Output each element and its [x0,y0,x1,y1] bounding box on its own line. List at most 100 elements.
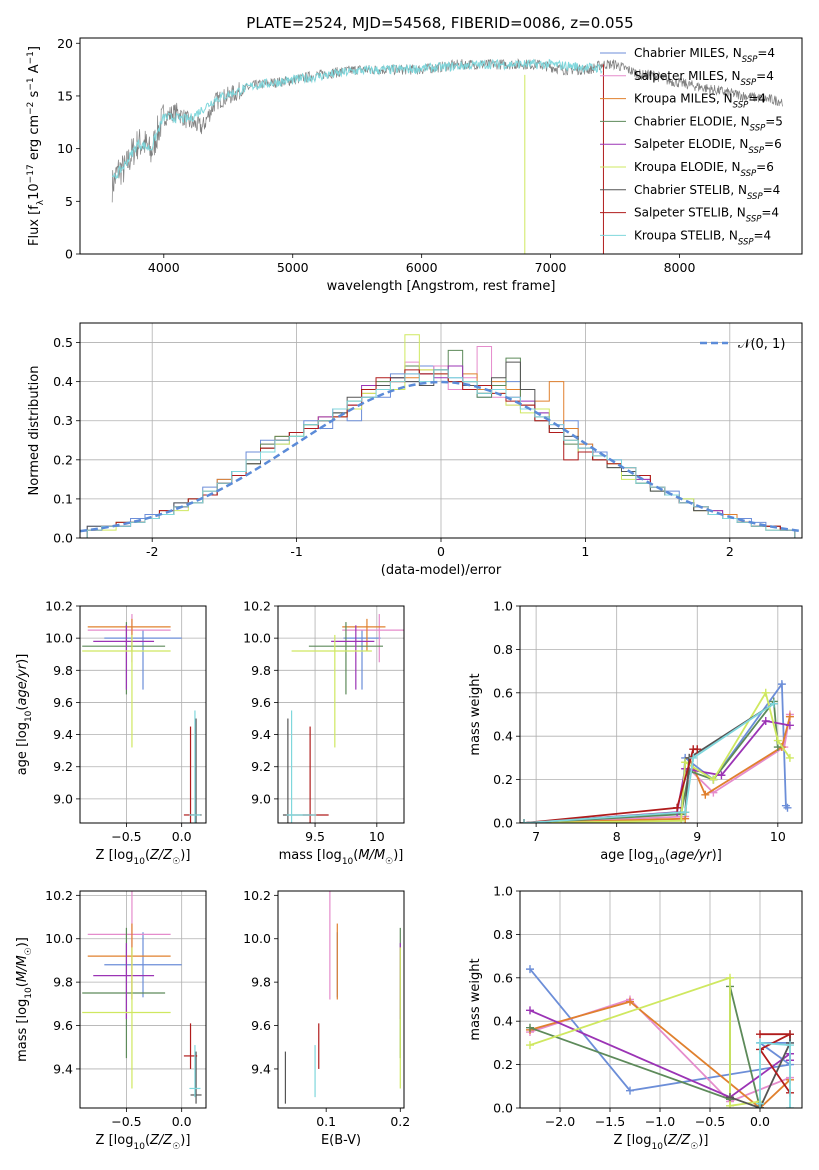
y-axis-label: mass weight [468,673,483,755]
point-marker [526,965,534,974]
legend-label: Kroupa STELIB, NSSP=4 [634,228,771,247]
x-axis-label-part: 10 [653,857,665,867]
y-tick-label: 0.6 [493,685,513,700]
gaussian-line [80,380,802,533]
histogram-step [86,369,796,538]
legend-label-main: Kroupa ELODIE, N [634,160,741,174]
axes-frame [519,605,803,824]
axes-frame [519,890,803,1109]
legend-label-main: Kroupa STELIB, N [634,228,738,242]
legend-label-sub: SSP [733,101,749,111]
x-axis-label: (data-model)/error [381,563,502,578]
y-axis-label-part: )] [15,937,30,947]
series-line [529,1000,791,1108]
chart-age-vs-z: −0.5 0.09.09.29.49.69.810.010.2Z [log10(Z… [15,599,207,867]
y-tick-label: 10.0 [45,931,73,946]
y-tick-label: 10 [57,141,73,156]
y-tick-label: 9.8 [53,663,73,678]
x-tick-label: -2 [146,544,158,559]
x-tick-label: 2 [726,544,734,559]
y-tick-label: 10.2 [243,599,271,614]
y-axis-label-part: −17 [26,164,36,183]
y-tick-label: 10.0 [243,631,271,646]
legend-label-main: Chabrier ELODIE, N [634,114,750,128]
x-axis-label-part: ☉ [690,1142,698,1152]
point-marker [761,688,770,697]
x-tick-label: 6000 [406,260,438,275]
y-axis-label-part: ( [15,706,30,711]
point-marker [693,745,702,754]
x-axis-label-part: )] [698,1133,708,1148]
y-axis-label-part: λ [36,199,46,205]
legend-label-sub: SSP [750,123,766,133]
chart-mass-weight-vs-z: −2.0 −1.5 −1.0 −0.5 0.0 0.0 0.2 0.4 0.6 0.8 1.0 mas… [468,884,803,1152]
y-tick-label: 10.2 [45,888,73,903]
x-axis-label: mass [log10(M/M☉)] [279,848,404,867]
point-marker [726,1101,734,1108]
x-axis-label: Z [log10(Z/Z☉)] [614,1133,709,1152]
y-axis-label-part: A [27,64,42,77]
x-tick-label: 10 [770,829,786,844]
y-axis-label-part: ( [15,982,30,987]
y-axis-label-part: M/M [15,955,30,982]
legend-label-sub: SSP [747,192,763,202]
point-marker [709,775,718,784]
y-tick-label: 10.2 [45,599,73,614]
y-tick-label: 20 [57,36,73,51]
y-tick-label: 0.8 [493,642,513,657]
y-tick-label: 0.1 [53,491,73,506]
y-axis-label-part: age [log [15,722,30,775]
y-axis-label-part: Flux [f [27,205,42,246]
point-marker [756,1038,764,1047]
x-tick-label: 7 [532,829,540,844]
point-marker [689,753,698,762]
figure-title: PLATE=2524, MJD=54568, FIBERID=0086, z=0… [246,14,633,32]
y-tick-label: 9.4 [251,727,271,742]
x-tick-label: 5000 [277,260,309,275]
y-axis-label-part: s [27,90,42,101]
legend-label: Chabrier MILES, NSSP=4 [634,46,775,65]
x-axis-label-part: age/yr [670,848,713,863]
x-axis-label-part: age [log [600,848,653,863]
plot-area [82,891,202,1104]
legend-label-sub: SSP [746,215,762,225]
x-tick-label: 9 [693,829,701,844]
y-tick-label: 9.0 [53,791,73,806]
x-axis-label-part: )] [180,1133,190,1148]
y-axis-label: age [log10(age/yr)] [15,654,34,776]
x-axis-label-part: 10 [651,1142,663,1152]
legend-label-tail: =4 [748,92,766,106]
point-marker [626,1086,634,1095]
y-tick-label: 9.2 [53,759,73,774]
point-marker [786,1041,794,1050]
legend-label: Kroupa MILES, NSSP=4 [634,92,766,111]
x-axis-label: E(B-V) [321,1133,361,1148]
x-tick-label: 10 [369,829,385,844]
legend-label-sub: SSP [738,237,754,247]
point-marker [626,997,634,1006]
x-tick-label: −0.5 [111,1114,141,1129]
x-tick-label: 0.0 [750,1114,770,1129]
point-marker [756,1099,764,1108]
legend-label-tail: =4 [763,183,781,197]
legend-label-main: Kroupa MILES, N [634,92,733,106]
legend-label-sub: SSP [741,169,757,179]
y-tick-label: 9.6 [251,695,271,710]
y-axis-label-part: )] [15,654,30,664]
y-tick-label: 0.0 [493,1101,513,1116]
y-axis-label-part: ☉ [24,947,34,955]
axes-frame [79,37,803,255]
plot-area [111,58,784,254]
x-axis-label-part: ☉ [172,857,180,867]
y-tick-label: 15 [57,88,73,103]
y-axis-label-part: −2 [26,102,36,115]
legend-label-tail: =4 [761,206,779,220]
point-marker [681,808,690,817]
legend-label: Salpeter MILES, NSSP=4 [634,69,774,88]
y-tick-label: 9.8 [53,975,73,990]
legend-label: Salpeter STELIB, NSSP=4 [634,206,779,225]
x-tick-label: 8000 [664,260,696,275]
x-tick-label: 0.0 [172,1114,192,1129]
